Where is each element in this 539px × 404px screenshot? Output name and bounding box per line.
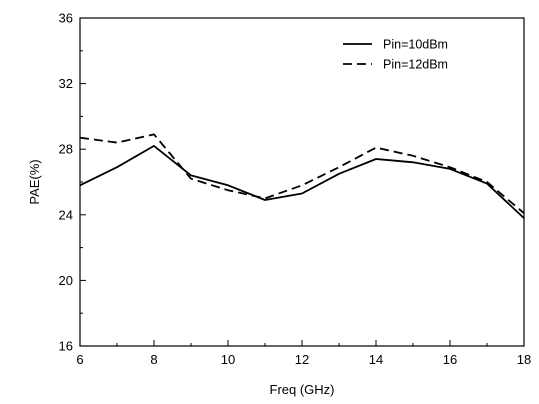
x-tick-label-18: 18 xyxy=(517,352,531,367)
y-tick-label-20: 20 xyxy=(59,273,73,288)
plot-frame xyxy=(79,17,525,347)
series-line-0 xyxy=(79,144,525,219)
x-tick-label-12: 12 xyxy=(295,352,309,367)
x-tick-label-6: 6 xyxy=(76,352,83,367)
y-tick-label-24: 24 xyxy=(59,207,73,222)
y-tick-label-36: 36 xyxy=(59,11,73,26)
legend-label-0: Pin=10dBm xyxy=(383,38,448,52)
legend: Pin=10dBm Pin=12dBm xyxy=(343,38,448,72)
series-lines xyxy=(79,133,525,219)
y-tick-label-32: 32 xyxy=(59,76,73,91)
series-line-1 xyxy=(79,133,525,214)
y-tick-label-28: 28 xyxy=(59,142,73,157)
y-axis-label: PAE(%) xyxy=(27,159,42,204)
y-tick-label-16: 16 xyxy=(59,339,73,354)
x-tick-label-10: 10 xyxy=(221,352,235,367)
x-tick-label-8: 8 xyxy=(150,352,157,367)
legend-label-1: Pin=12dBm xyxy=(383,58,448,72)
axis-ticks: 6 8 10 12 14 16 18 16 20 24 28 32 36 xyxy=(59,11,532,368)
x-tick-label-14: 14 xyxy=(369,352,383,367)
x-tick-label-16: 16 xyxy=(443,352,457,367)
x-axis-label: Freq (GHz) xyxy=(270,382,335,397)
